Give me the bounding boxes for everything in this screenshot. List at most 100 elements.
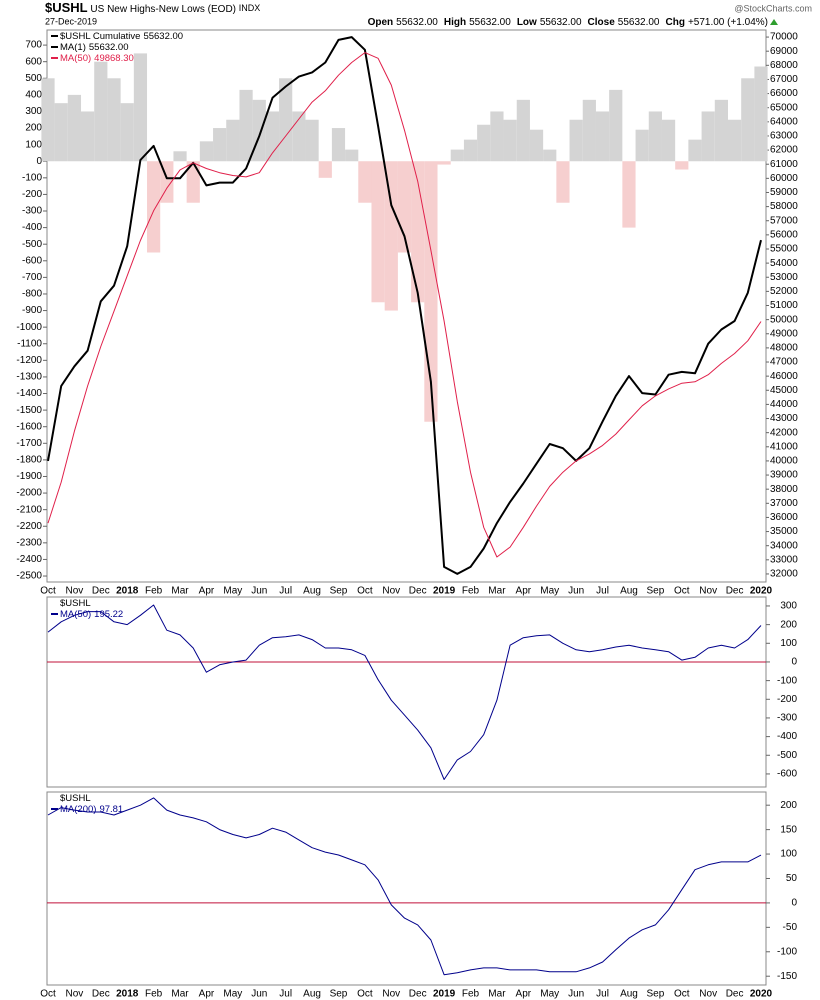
y-tick-label: -2200 (16, 521, 42, 532)
y2-tick-label: 57000 (770, 215, 798, 226)
legend-value: 195.22 (94, 609, 123, 620)
date: 27-Dec-2019 (45, 16, 97, 26)
y-tick-label: 50 (786, 873, 798, 884)
histogram-bar (186, 161, 200, 203)
legend-name: $USHL (60, 598, 91, 609)
x-tick-label: 2019 (433, 989, 456, 1000)
y-tick-label: -100 (777, 675, 797, 686)
y-tick-label: 300 (780, 601, 797, 612)
x-tick-label: Jul (596, 586, 609, 597)
legend-name: MA(200) (60, 804, 96, 815)
x-tick-label: Aug (620, 586, 638, 597)
legend-name: MA(50) (60, 609, 91, 620)
y-tick-label: -2500 (16, 571, 42, 582)
y-tick-label: -1000 (16, 322, 42, 333)
series-line (47, 797, 762, 976)
histogram-bar (463, 139, 478, 162)
histogram-bar (133, 53, 148, 162)
y-tick-label: -1700 (16, 438, 42, 449)
x-tick-label: Nov (66, 989, 84, 1000)
x-tick-label: Mar (488, 586, 506, 597)
x-tick-label: Sep (330, 586, 348, 597)
histogram-bar (305, 119, 319, 162)
histogram-bar (688, 139, 702, 162)
legend-name: MA(1) (60, 42, 86, 53)
y-tick-label: -150 (777, 971, 797, 982)
legend-value: 49868.30 (94, 53, 134, 64)
y-tick-label: -1100 (17, 338, 42, 349)
histogram-bar (701, 111, 715, 162)
y2-tick-label: 45000 (770, 385, 798, 396)
x-tick-label: Sep (646, 586, 664, 597)
y2-tick-label: 32000 (770, 569, 798, 580)
histogram-bar (371, 161, 385, 303)
y2-tick-label: 44000 (770, 399, 798, 410)
y-tick-label: -1400 (16, 388, 42, 399)
x-tick-label: Dec (409, 989, 427, 1000)
quote: Open 55632.00 High 55632.00 Low 55632.00 Close… (368, 17, 768, 28)
x-tick-label: Apr (199, 989, 215, 1000)
histogram-bar (437, 161, 451, 165)
y2-tick-label: 62000 (770, 145, 798, 156)
histogram-bar (595, 111, 610, 162)
series-line (47, 604, 762, 780)
x-tick-label: Jun (251, 586, 267, 597)
x-tick-label: Aug (620, 989, 638, 1000)
y-tick-label: -2000 (16, 488, 42, 499)
histogram-bar (358, 161, 372, 203)
legend-name: $USHL (60, 793, 91, 804)
series-line (47, 52, 762, 558)
histogram-bar (239, 89, 253, 162)
quote-label: Close (588, 17, 616, 28)
y-tick-label: 0 (36, 156, 42, 167)
y-tick-label: -500 (22, 239, 42, 250)
x-tick-label: Dec (726, 586, 744, 597)
x-tick-label: Oct (40, 586, 56, 597)
histogram-bar (199, 141, 214, 162)
y2-tick-label: 69000 (770, 46, 798, 57)
x-tick-label: Nov (382, 989, 400, 1000)
quote-value: 55632.00 (469, 17, 511, 28)
legend-value: 97.81 (99, 804, 123, 815)
y-tick-label: -800 (22, 289, 42, 300)
legend-entry: MA(50) 195.22 (60, 609, 123, 620)
x-tick-label: Jul (596, 989, 609, 1000)
histogram-bar (54, 103, 68, 162)
y2-tick-label: 40000 (770, 456, 798, 467)
y-tick-label: -2100 (16, 504, 42, 515)
y2-tick-label: 43000 (770, 413, 798, 424)
histogram-bar (81, 111, 95, 162)
x-tick-label: Feb (462, 586, 480, 597)
y2-tick-label: 37000 (770, 498, 798, 509)
y-tick-label: -2300 (16, 537, 42, 548)
y2-tick-label: 54000 (770, 258, 798, 269)
x-tick-label: Jun (568, 586, 584, 597)
histogram-bar (226, 119, 240, 162)
histogram-bar (252, 99, 266, 162)
x-tick-label: Oct (674, 989, 690, 1000)
y-tick-label: -300 (22, 206, 42, 217)
y-tick-label: 100 (25, 139, 42, 150)
histogram-bar (173, 151, 187, 162)
histogram-bar (477, 124, 491, 162)
histogram-bar (635, 129, 649, 162)
histogram-bar (147, 161, 161, 253)
up-arrow (770, 19, 778, 25)
y-tick-label: 200 (25, 123, 42, 134)
histogram-bar (582, 99, 596, 162)
legend-value: 55632.00 (89, 42, 129, 53)
y-tick-label: -300 (777, 713, 797, 724)
y2-tick-label: 59000 (770, 187, 798, 198)
y2-tick-label: 50000 (770, 314, 798, 325)
legend-entry: MA(200) 97.81 (60, 804, 123, 815)
x-tick-label: 2019 (433, 586, 456, 597)
x-tick-label: Oct (357, 989, 373, 1000)
source: @StockCharts.com (734, 3, 812, 13)
histogram-bar (213, 128, 227, 162)
y-tick-label: -400 (22, 222, 42, 233)
histogram-bar (345, 149, 359, 162)
x-tick-label: Nov (699, 586, 717, 597)
y-tick-label: -400 (777, 731, 797, 742)
histogram-bar (609, 89, 623, 162)
y-tick-label: 400 (25, 90, 42, 101)
